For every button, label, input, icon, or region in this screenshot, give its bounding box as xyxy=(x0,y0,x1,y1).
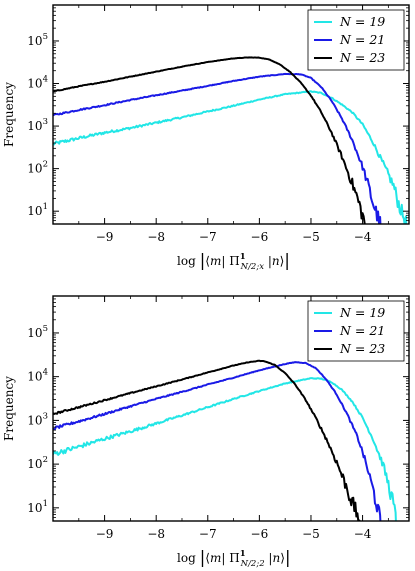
svg-text:log |⟨m| Π1N/2;x |n⟩|: log |⟨m| Π1 N/2;x |n⟩| xyxy=(177,251,290,272)
series-line-n21 xyxy=(53,72,382,224)
series-group xyxy=(53,56,408,224)
x-tick-label: −6 xyxy=(251,230,269,244)
series-line-n19 xyxy=(53,90,408,224)
x-tick-label: −4 xyxy=(354,527,372,541)
x-tick-label: −5 xyxy=(302,527,320,541)
y-tick-label: 102 xyxy=(27,455,48,471)
x-tick-label: −8 xyxy=(147,527,165,541)
legend-entry: N = 23 xyxy=(339,50,385,65)
y-tick-label: 103 xyxy=(27,117,48,133)
legend-entry: N = 19 xyxy=(339,14,385,29)
x-tick-label: −7 xyxy=(199,230,217,244)
y-tick-label: 104 xyxy=(27,75,48,91)
legend-entry: N = 19 xyxy=(339,305,385,320)
y-tick-label: 105 xyxy=(27,324,48,340)
plot-frame xyxy=(52,4,410,225)
series-line-n19 xyxy=(53,377,397,521)
y-tick-label: 104 xyxy=(27,368,48,384)
x-tick-label: −4 xyxy=(354,230,372,244)
y-axis-label: Frequency xyxy=(2,376,16,441)
series-line-n21 xyxy=(53,361,382,521)
x-tick-label: −9 xyxy=(96,230,114,244)
chart-panel-2: −9 −8 −7 −6 −5 −4 101 102 103 104 105 Frequency log … xyxy=(2,295,410,569)
x-tick-label: −6 xyxy=(251,527,269,541)
x-tick-label: −5 xyxy=(302,230,320,244)
svg-text:log |⟨m| Π1N/2;2 |n⟩|: log |⟨m| Π1 N/2;2 |n⟩| xyxy=(177,548,291,569)
y-axis-label: Frequency xyxy=(2,82,16,147)
y-tick-label: 101 xyxy=(27,499,48,515)
plot-frame xyxy=(52,295,410,522)
legend-entry: N = 21 xyxy=(339,323,385,338)
series-line-n23 xyxy=(53,56,366,224)
x-axis-label: log |⟨m| Π1 N/2;x |n⟩| xyxy=(177,251,290,272)
x-axis-label: log |⟨m| Π1 N/2;2 |n⟩| xyxy=(177,548,291,569)
y-tick-label: 103 xyxy=(27,411,48,427)
x-tick-label: −8 xyxy=(147,230,165,244)
series-group xyxy=(53,359,397,521)
chart-panel-1: −9 −8 −7 −6 −5 −4 101 102 103 104 105 Frequency log … xyxy=(2,4,410,272)
legend-entry: N = 21 xyxy=(339,32,385,47)
x-tick-label: −7 xyxy=(199,527,217,541)
legend: N = 19 N = 21 N = 23 xyxy=(307,300,405,362)
legend-entry: N = 23 xyxy=(339,341,385,356)
legend: N = 19 N = 21 N = 23 xyxy=(307,9,405,71)
y-tick-label: 102 xyxy=(27,160,48,176)
series-line-n23 xyxy=(53,359,361,521)
y-tick-label: 105 xyxy=(27,32,48,48)
x-tick-label: −9 xyxy=(96,527,114,541)
y-tick-label: 101 xyxy=(27,202,48,218)
